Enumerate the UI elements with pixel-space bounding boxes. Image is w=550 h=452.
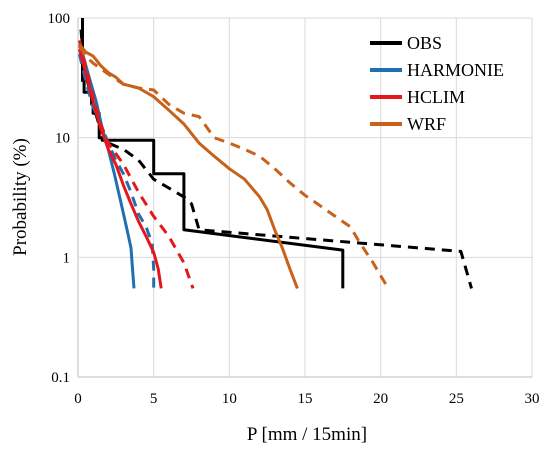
x-tick-label: 10 bbox=[222, 391, 237, 407]
y-axis-title: Probability (%) bbox=[10, 138, 31, 256]
axes: 0 5 10 15 20 25 30 0.1 1 10 100 bbox=[48, 11, 540, 407]
legend-label-harmonie: HARMONIE bbox=[407, 60, 504, 80]
legend-label-obs: OBS bbox=[407, 33, 442, 53]
series-line-wrf-solid bbox=[78, 43, 299, 289]
x-tick-label: 20 bbox=[373, 391, 388, 407]
series-line-hclim-dashed bbox=[78, 40, 195, 289]
x-tick-label: 15 bbox=[298, 391, 313, 407]
x-tick-label: 0 bbox=[74, 391, 82, 407]
x-tick-label: 30 bbox=[525, 391, 540, 407]
y-tick-label: 10 bbox=[55, 131, 70, 147]
y-tick-label: 0.1 bbox=[51, 370, 70, 386]
x-axis-title: P [mm / 15min] bbox=[247, 424, 367, 445]
y-tick-label: 1 bbox=[63, 250, 71, 266]
legend: OBS HARMONIE HCLIM WRF bbox=[370, 33, 504, 134]
x-tick-label: 5 bbox=[150, 391, 158, 407]
legend-label-hclim: HCLIM bbox=[407, 87, 465, 107]
series-layer bbox=[78, 18, 473, 290]
series-line-harmonie-dashed bbox=[78, 53, 156, 289]
series-line-hclim-solid bbox=[78, 48, 163, 289]
x-tick-label: 25 bbox=[449, 391, 464, 407]
series-line-obs-dashed bbox=[79, 29, 473, 289]
y-tick-label: 100 bbox=[48, 11, 71, 27]
legend-label-wrf: WRF bbox=[407, 114, 446, 134]
series-line-wrf-dashed bbox=[78, 45, 390, 290]
